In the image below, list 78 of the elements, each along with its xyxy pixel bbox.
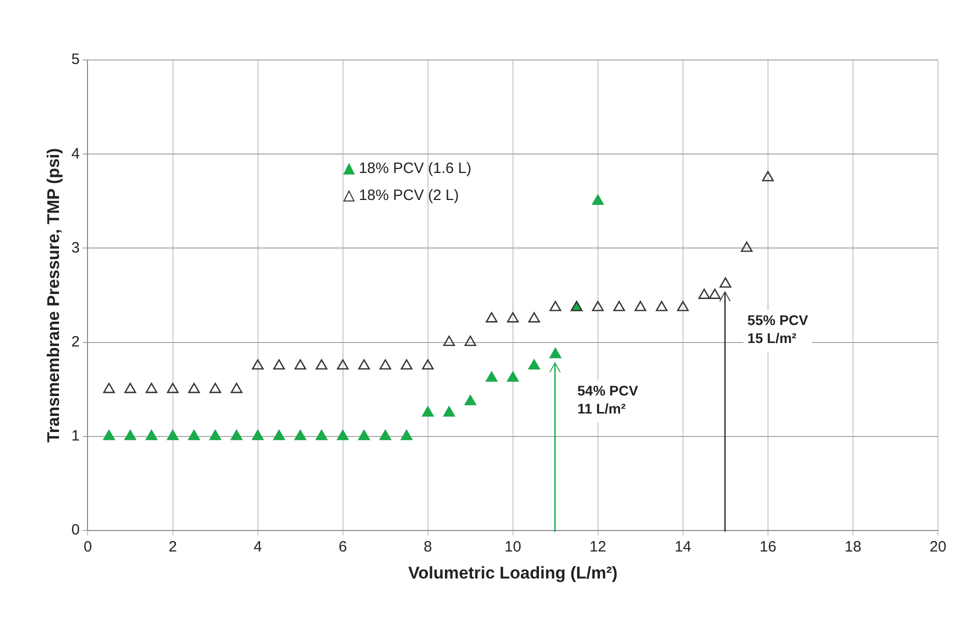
point bbox=[146, 430, 158, 440]
x-tick-label: 10 bbox=[504, 538, 522, 556]
point bbox=[252, 430, 264, 440]
x-tick-label: 0 bbox=[84, 538, 92, 556]
point bbox=[379, 430, 392, 440]
y-tick-label: 0 bbox=[71, 522, 80, 539]
point bbox=[294, 359, 306, 370]
y-tick-label: 1 bbox=[71, 428, 80, 445]
point bbox=[550, 348, 562, 358]
y-tick-label: 5 bbox=[71, 51, 80, 68]
y-tick-label: 4 bbox=[71, 145, 80, 162]
point bbox=[486, 312, 498, 322]
point bbox=[528, 312, 540, 322]
point bbox=[209, 382, 222, 394]
annotation: 55% PCV 15 L/m² bbox=[747, 312, 809, 346]
y-tick-label: 2 bbox=[71, 334, 80, 350]
point bbox=[443, 406, 455, 417]
point bbox=[103, 430, 115, 440]
point bbox=[230, 382, 242, 394]
point bbox=[400, 359, 412, 370]
point bbox=[103, 382, 115, 394]
point bbox=[230, 430, 242, 440]
x-tick-label: 4 bbox=[254, 538, 262, 556]
point bbox=[400, 430, 412, 440]
point bbox=[656, 300, 668, 312]
x-tick-label: 6 bbox=[338, 538, 347, 556]
point bbox=[188, 430, 200, 440]
point bbox=[316, 359, 328, 370]
point bbox=[422, 359, 434, 370]
point bbox=[166, 382, 179, 394]
point bbox=[188, 382, 200, 394]
point bbox=[507, 371, 519, 382]
x-tick-label: 14 bbox=[674, 538, 692, 556]
point bbox=[677, 300, 689, 312]
point bbox=[464, 336, 476, 346]
point bbox=[762, 171, 774, 182]
point bbox=[124, 430, 136, 440]
point bbox=[528, 359, 540, 370]
point bbox=[209, 430, 222, 440]
point bbox=[273, 359, 285, 370]
point bbox=[146, 382, 158, 394]
point bbox=[507, 312, 519, 322]
x-tick-label: 18 bbox=[844, 538, 862, 556]
x-tick-label: 16 bbox=[760, 538, 776, 556]
x-axis-title: Volumetric Loading (L/m²) bbox=[408, 563, 618, 582]
point bbox=[486, 371, 498, 382]
point bbox=[336, 430, 349, 440]
point bbox=[316, 430, 328, 440]
point bbox=[740, 242, 753, 252]
point bbox=[166, 430, 179, 440]
point bbox=[592, 300, 604, 312]
x-tick-label: 2 bbox=[168, 538, 177, 556]
point bbox=[464, 395, 476, 406]
point bbox=[613, 300, 625, 312]
point bbox=[379, 359, 392, 370]
x-tick-label: 12 bbox=[590, 538, 606, 556]
legend-label: 18% PCV (2 L) bbox=[358, 187, 459, 204]
point bbox=[252, 359, 264, 370]
x-tick-label: 8 bbox=[424, 538, 432, 556]
point bbox=[358, 430, 370, 440]
point bbox=[273, 430, 285, 440]
point bbox=[443, 336, 455, 346]
point bbox=[336, 359, 349, 370]
point bbox=[634, 300, 646, 312]
point bbox=[358, 359, 370, 370]
legend-label: 18% PCV (1.6 L) bbox=[358, 160, 472, 177]
point bbox=[698, 288, 710, 299]
x-tick-label: 20 bbox=[930, 538, 946, 556]
point bbox=[294, 430, 306, 440]
point bbox=[550, 300, 562, 312]
point bbox=[708, 288, 721, 299]
point bbox=[720, 277, 732, 288]
point bbox=[124, 382, 136, 394]
y-tick-label: 3 bbox=[71, 239, 80, 256]
point bbox=[422, 406, 434, 417]
y-axis-title: Transmembrane Pressure, TMP (psi) bbox=[44, 148, 63, 443]
annotation: 54% PCV 11 L/m² bbox=[577, 382, 639, 416]
point bbox=[592, 194, 604, 205]
